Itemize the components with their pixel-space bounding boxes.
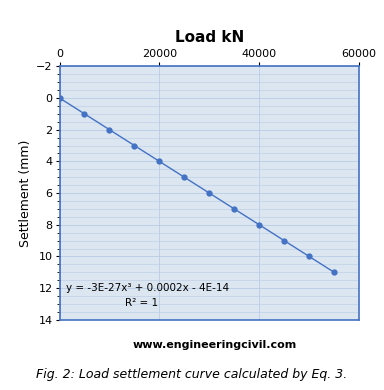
Title: Load kN: Load kN [175, 30, 244, 45]
Text: Fig. 2: Load settlement curve calculated by Eq. 3.: Fig. 2: Load settlement curve calculated… [36, 368, 348, 381]
Text: y = -3E-27x³ + 0.0002x - 4E-14: y = -3E-27x³ + 0.0002x - 4E-14 [66, 283, 228, 292]
Y-axis label: Settlement (mm): Settlement (mm) [19, 139, 32, 247]
Text: R² = 1: R² = 1 [126, 298, 159, 308]
Text: www.engineeringcivil.com: www.engineeringcivil.com [133, 340, 297, 350]
